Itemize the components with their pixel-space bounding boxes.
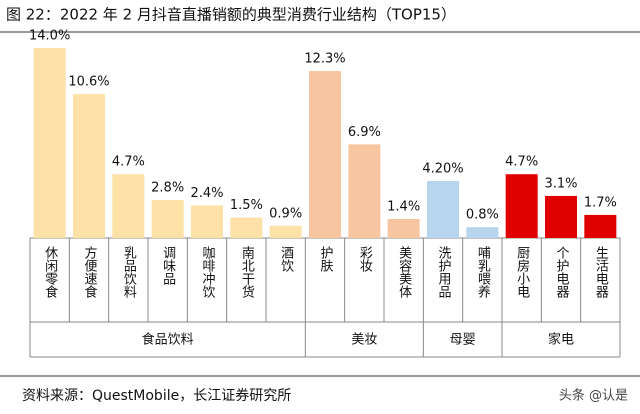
x-tick-label: 哺乳喂养 xyxy=(475,246,491,299)
value-label: 2.4% xyxy=(190,186,223,201)
bar xyxy=(505,174,538,238)
watermark: 头条 @认是 xyxy=(559,388,628,404)
bar xyxy=(230,217,263,238)
bar xyxy=(309,71,341,238)
bar xyxy=(427,181,459,238)
bar xyxy=(269,225,302,238)
x-tick-label: 厨房小电 xyxy=(514,246,530,298)
group-label: 食品饮料 xyxy=(142,332,194,348)
value-label: 1.4% xyxy=(387,200,420,215)
x-tick-label: 酒饮 xyxy=(278,246,294,273)
x-tick-label: 南北干货 xyxy=(239,245,255,298)
value-label: 14.0% xyxy=(29,29,70,44)
x-tick-label: 休闲零食 xyxy=(42,246,58,298)
value-label: 0.8% xyxy=(466,208,499,223)
bar xyxy=(191,205,223,238)
x-tick-label: 彩妆 xyxy=(357,246,373,272)
bar xyxy=(387,219,420,238)
value-label: 3.1% xyxy=(544,176,577,191)
x-tick-label: 调味品 xyxy=(160,246,176,285)
value-label: 4.20% xyxy=(422,162,463,177)
source: 资料来源：QuestMobile，长江证券研究所 xyxy=(22,388,291,404)
value-label: 4.7% xyxy=(505,155,538,170)
value-label: 2.8% xyxy=(151,181,184,196)
group-label: 美妆 xyxy=(351,333,377,348)
value-label: 6.9% xyxy=(348,125,381,140)
bar xyxy=(466,227,499,238)
value-label: 1.5% xyxy=(230,198,263,213)
bar xyxy=(33,48,66,238)
bar xyxy=(545,195,577,238)
group-label: 家电 xyxy=(548,332,574,348)
x-tick-label: 乳品饮料 xyxy=(121,246,137,298)
x-tick-label: 方便速食 xyxy=(82,245,98,298)
x-tick-label: 生活电器 xyxy=(593,246,609,299)
bar xyxy=(348,144,381,238)
bar xyxy=(151,200,184,238)
x-tick-label: 洗护用品 xyxy=(436,246,452,298)
value-label: 4.7% xyxy=(112,155,145,170)
x-tick-label: 咖啡冲饮 xyxy=(200,246,216,299)
group-label: 母婴 xyxy=(450,333,476,348)
bar xyxy=(112,174,145,238)
value-label: 12.3% xyxy=(304,52,345,67)
x-tick-label: 护肤 xyxy=(318,246,334,272)
x-tick-label: 个护电器 xyxy=(554,246,570,299)
value-label: 0.9% xyxy=(269,206,302,221)
value-label: 10.6% xyxy=(68,75,109,90)
x-tick-label: 美容美体 xyxy=(396,246,412,298)
bar xyxy=(584,214,617,238)
chart-title: 图 22：2022 年 2 月抖音直播销额的典型消费行业结构（TOP15） xyxy=(6,6,456,24)
value-label: 1.7% xyxy=(584,195,617,210)
bar xyxy=(73,94,105,239)
